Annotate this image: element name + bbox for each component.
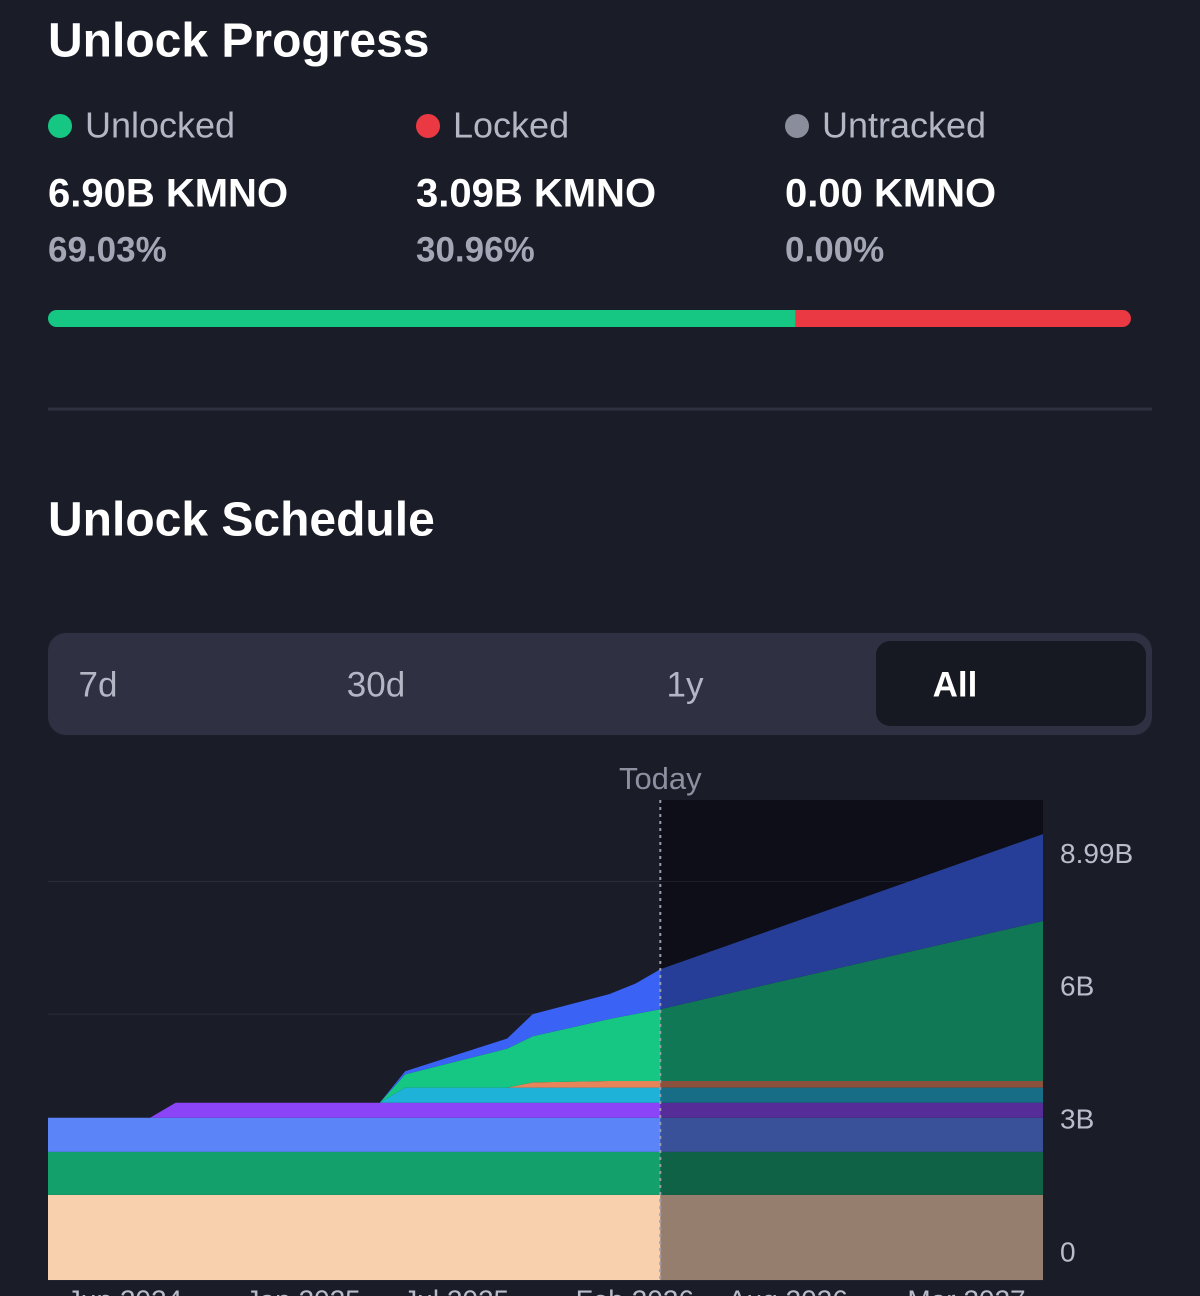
x-tick-label: Jun 2024 — [67, 1284, 182, 1296]
y-tick-label: 8.99B — [1060, 838, 1133, 869]
amount: 3.09B KMNO — [416, 172, 656, 216]
tab-label[interactable]: All — [933, 665, 978, 704]
legend-label: Unlocked — [85, 105, 235, 146]
legend-dot — [785, 114, 809, 138]
amount: 0.00 KMNO — [785, 172, 996, 216]
area-series — [48, 1117, 1043, 1152]
area-series — [48, 1151, 1043, 1195]
tab-label[interactable]: 30d — [347, 665, 405, 704]
section-title: Unlock Schedule — [48, 494, 435, 547]
legend-label: Untracked — [822, 105, 986, 146]
tab-label[interactable]: 7d — [79, 665, 118, 704]
area-series — [48, 1080, 1043, 1118]
area-series — [48, 1087, 1043, 1118]
amount: 6.90B KMNO — [48, 172, 288, 216]
tab-label[interactable]: 1y — [667, 665, 704, 704]
area-series — [48, 1102, 1043, 1118]
y-tick-label: 6B — [1060, 970, 1094, 1001]
future-overlay — [660, 800, 1043, 1280]
area-series — [48, 1194, 1043, 1280]
x-tick-label: Aug 2026 — [728, 1284, 848, 1296]
progress-segment — [48, 310, 796, 327]
tab-active[interactable] — [876, 641, 1146, 726]
x-tick-label: Mar 2027 — [907, 1284, 1025, 1296]
section-title: Unlock Progress — [48, 15, 429, 68]
percent: 69.03% — [48, 230, 167, 269]
x-tick-label: Feb 2026 — [576, 1284, 694, 1296]
x-tick-label: Jan 2025 — [246, 1284, 361, 1296]
x-tick-label: Jul 2025 — [403, 1284, 509, 1296]
legend-label: Locked — [453, 105, 569, 146]
today-label: Today — [619, 761, 702, 796]
percent: 0.00% — [785, 230, 884, 269]
progress-segment — [795, 310, 1131, 327]
legend-dot — [48, 114, 72, 138]
legend-dot — [416, 114, 440, 138]
percent: 30.96% — [416, 230, 535, 269]
area-series — [48, 920, 1043, 1118]
y-tick-label: 0 — [1060, 1236, 1076, 1267]
y-tick-label: 3B — [1060, 1103, 1094, 1134]
